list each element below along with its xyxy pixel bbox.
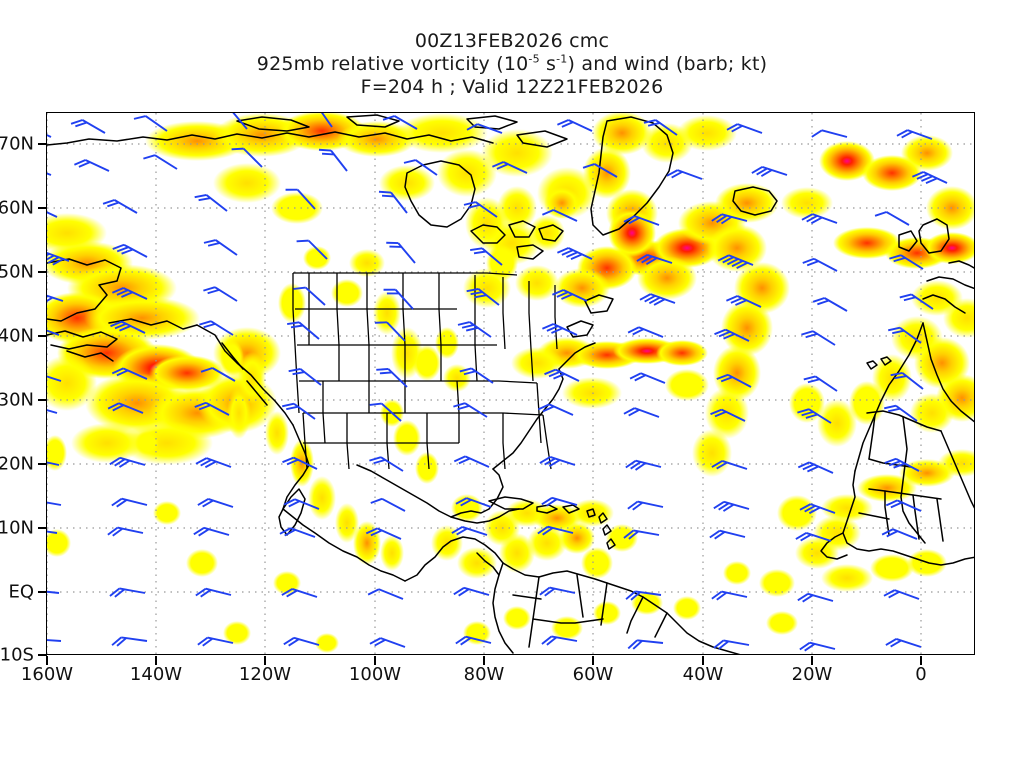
us-state-borders — [292, 272, 558, 470]
chart-title-block: 00Z13FEB2026 cmc 925mb relative vorticit… — [0, 30, 1024, 99]
ytick-60n — [38, 207, 47, 209]
xlabel-40w: 40W — [682, 664, 724, 685]
xtick-40w — [702, 656, 704, 665]
xtick-160w — [46, 656, 48, 665]
ytick-50n — [38, 271, 47, 273]
xtick-80w — [483, 656, 485, 665]
title-field-mid: s — [539, 53, 557, 75]
xtick-120w — [264, 656, 266, 665]
ylabel-30n: 30N — [0, 389, 34, 411]
title-field-pre: 925mb relative vorticity (10 — [256, 53, 529, 75]
xlabel-100w: 100W — [348, 664, 402, 685]
xlabel-60w: 60W — [572, 664, 614, 685]
xtick-0 — [920, 656, 922, 665]
xlabel-120w: 120W — [238, 664, 292, 685]
ylabel-70n: 70N — [0, 133, 34, 155]
ylabel-50n: 50N — [0, 261, 34, 283]
title-line-model: 00Z13FEB2026 cmc — [414, 30, 610, 52]
vorticity-shading-layer — [47, 113, 974, 653]
ylabel-20n: 20N — [0, 453, 34, 475]
xlabel-20w: 20W — [791, 664, 833, 685]
title-line-field: 925mb relative vorticity (10-5 s-1) and … — [0, 53, 1024, 76]
map-svg — [47, 113, 974, 654]
ytick-10n — [38, 527, 47, 529]
ylabel-eq: EQ — [8, 581, 34, 603]
ylabel-10n: 10N — [0, 517, 34, 539]
ytick-10s — [38, 654, 47, 656]
ytick-70n — [38, 143, 47, 145]
ylabel-60n: 60N — [0, 197, 34, 219]
ytick-40n — [38, 335, 47, 337]
map-canvas — [47, 113, 974, 654]
xlabel-140w: 140W — [129, 664, 183, 685]
map-plot-frame — [46, 112, 975, 655]
xlabel-80w: 80W — [463, 664, 505, 685]
xtick-100w — [374, 656, 376, 665]
title-exponent-seconds: -1 — [556, 52, 568, 66]
title-exponent-units: -5 — [528, 52, 540, 66]
xtick-60w — [592, 656, 594, 665]
xtick-140w — [155, 656, 157, 665]
map-coastlines — [47, 114, 974, 654]
ytick-20n — [38, 463, 47, 465]
xlabel-0: 0 — [915, 664, 927, 685]
ytick-eq — [38, 591, 47, 593]
ytick-30n — [38, 399, 47, 401]
title-line-valid: F=204 h ; Valid 12Z21FEB2026 — [360, 76, 664, 98]
xtick-20w — [811, 656, 813, 665]
xlabel-160w: 160W — [20, 664, 74, 685]
ylabel-10s: 10S — [0, 644, 34, 666]
title-field-post: ) and wind (barb; kt) — [567, 53, 768, 75]
ylabel-40n: 40N — [0, 325, 34, 347]
